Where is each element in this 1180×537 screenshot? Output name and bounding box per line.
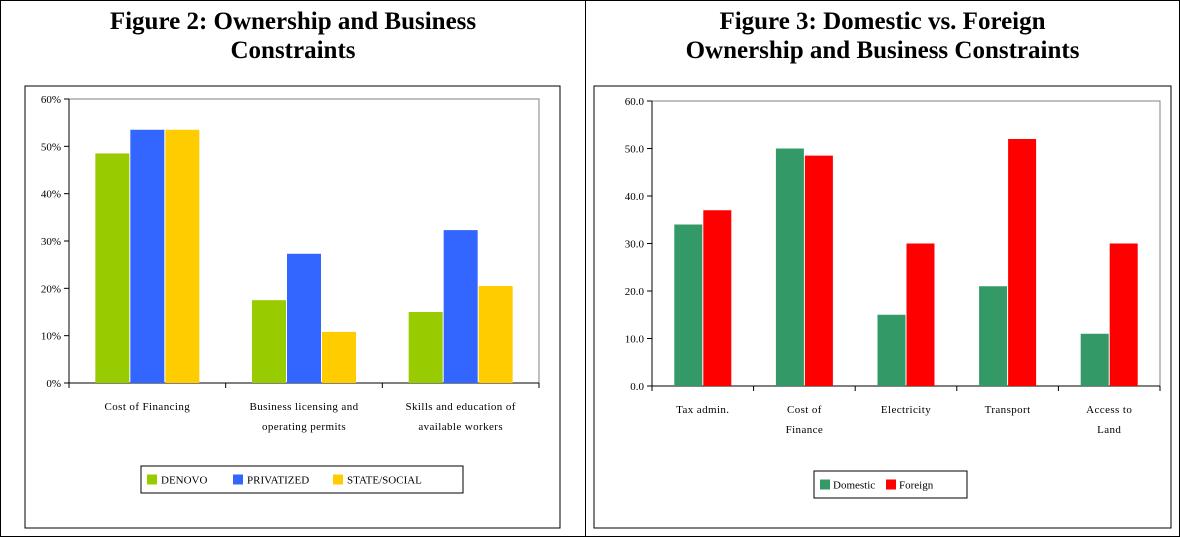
figure-2-legend-label: DENOVO xyxy=(161,475,207,487)
figure-2-y-tick-label: 30% xyxy=(41,236,61,248)
figure-2-category-label: Cost of Financing xyxy=(105,401,191,413)
figure-2-title-line-2: Constraints xyxy=(230,37,356,64)
figure-2-bar-state-social xyxy=(478,285,513,383)
figure-2-legend-swatch xyxy=(147,474,157,485)
figure-2-y-tick-label: 60% xyxy=(41,94,61,106)
figure-2-bar-privatized xyxy=(130,129,165,383)
figure-3-bar-foreign xyxy=(1109,243,1138,386)
figure-2-legend xyxy=(140,465,464,494)
figure-3-y-tick-label: 20.0 xyxy=(625,286,645,298)
figure-3-y-tick-label: 50.0 xyxy=(625,144,645,156)
figure-2-bar-privatized xyxy=(287,253,321,383)
figure-2-legend-label: STATE/SOCIAL xyxy=(347,475,422,487)
figure-3-category-label: Cost of xyxy=(787,404,822,416)
figure-2-chart: 0% 10% 20% 30% 40% 50% 60% Cost of Financing Bus… xyxy=(24,85,561,529)
figure-3-y-tick-label: 60.0 xyxy=(625,96,645,108)
figure-2-legend-swatch xyxy=(333,474,343,485)
figure-2-y-tick-label: 0% xyxy=(46,378,61,390)
figure-2-bar-denovo xyxy=(408,312,443,383)
figure-3-category-label: Finance xyxy=(786,424,824,436)
figure-2-category-label: operating permits xyxy=(262,421,346,433)
figure-3-bar-foreign xyxy=(703,210,732,386)
figure-3-bar-domestic xyxy=(674,224,703,386)
figure-3-category-label: Transport xyxy=(985,404,1031,416)
figure-3-category-label: Tax admin. xyxy=(676,404,729,416)
figure-2-bar-privatized xyxy=(443,230,478,383)
figure-3-bar-domestic xyxy=(979,286,1008,386)
figure-3-panel: Figure 3: Domestic vs. Foreign Ownership… xyxy=(585,0,1180,537)
figure-2-category-label: available workers xyxy=(418,421,503,433)
figure-3-category-label: Access to xyxy=(1086,404,1132,416)
figure-2-y-tick-label: 50% xyxy=(41,141,61,153)
figure-3-bar-domestic xyxy=(775,148,804,386)
figure-3-category-label: Land xyxy=(1097,424,1121,436)
figure-2-category-label: Business licensing and xyxy=(249,401,358,413)
figure-2-bar-state-social xyxy=(322,331,356,383)
figure-3-title: Figure 3: Domestic vs. Foreign Ownership… xyxy=(586,7,1179,65)
figure-2-y-tick-label: 20% xyxy=(41,283,61,295)
figure-3-legend-label: Foreign xyxy=(899,480,934,492)
figure-2-bar-state-social xyxy=(165,129,200,383)
figure-3-legend-label: Domestic xyxy=(833,480,875,492)
figure-3-y-tick-label: 10.0 xyxy=(625,334,645,346)
figure-2-title: Figure 2: Ownership and Business Constra… xyxy=(1,7,585,65)
figure-2-bar-denovo xyxy=(95,153,130,383)
figure-2-legend-label: PRIVATIZED xyxy=(247,475,309,487)
figure-3-bar-foreign xyxy=(804,155,833,386)
figure-3-bar-domestic xyxy=(1080,333,1109,386)
figure-3-legend-swatch xyxy=(820,479,830,490)
figure-2-legend-swatch xyxy=(233,474,243,485)
figure-3-y-tick-label: 0.0 xyxy=(630,381,644,393)
figure-2-y-tick-label: 10% xyxy=(41,331,61,343)
figure-3-y-tick-label: 40.0 xyxy=(625,191,645,203)
figure-3-title-line-1: Figure 3: Domestic vs. Foreign xyxy=(719,8,1046,35)
figure-3-bar-domestic xyxy=(877,314,906,386)
figure-3-bar-foreign xyxy=(1008,139,1037,386)
figure-3-legend-swatch xyxy=(886,479,896,490)
figure-3-y-tick-label: 30.0 xyxy=(625,239,645,251)
figure-3-bar-foreign xyxy=(906,243,935,386)
figure-2-bar-denovo xyxy=(252,300,286,383)
figure-2-panel: Figure 2: Ownership and Business Constra… xyxy=(0,0,586,537)
figure-2-category-label: Skills and education of xyxy=(406,401,516,413)
figure-3-chart: 0.0 10.0 20.0 30.0 40.0 50.0 60.0 Tax admin. Cos… xyxy=(593,85,1172,529)
figure-2-title-line-1: Figure 2: Ownership and Business xyxy=(109,8,477,35)
figure-2-y-tick-label: 40% xyxy=(41,189,61,201)
figure-3-category-label: Electricity xyxy=(881,404,931,416)
figure-3-title-line-2: Ownership and Business Constraints xyxy=(685,37,1080,64)
